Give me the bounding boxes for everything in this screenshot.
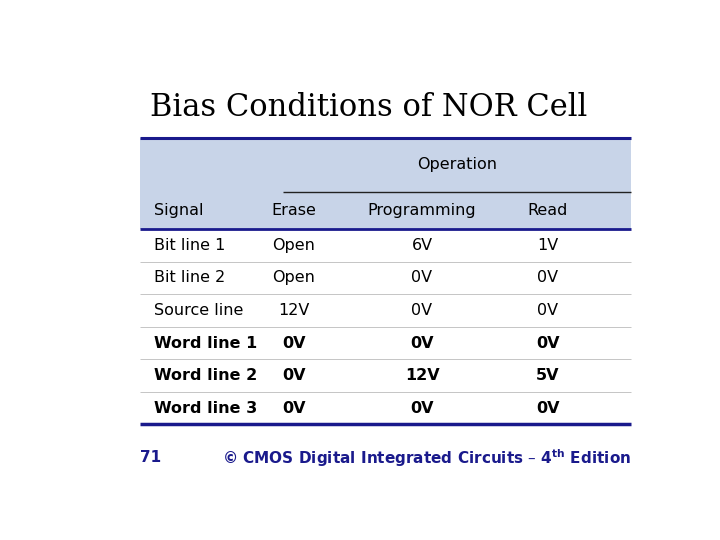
Text: 5V: 5V: [536, 368, 559, 383]
Text: 0V: 0V: [411, 271, 433, 286]
Text: © CMOS Digital Integrated Circuits – 4$\mathregular{^{th}}$ Edition: © CMOS Digital Integrated Circuits – 4$\…: [222, 447, 631, 469]
Text: 0V: 0V: [536, 335, 559, 350]
Text: 0V: 0V: [537, 303, 558, 318]
Text: 1V: 1V: [537, 238, 558, 253]
Text: Word line 1: Word line 1: [154, 335, 258, 350]
Text: Open: Open: [272, 271, 315, 286]
Text: Bit line 2: Bit line 2: [154, 271, 225, 286]
Text: Bias Conditions of NOR Cell: Bias Conditions of NOR Cell: [150, 92, 588, 123]
Text: 0V: 0V: [410, 401, 433, 416]
Text: Read: Read: [527, 203, 568, 218]
Text: Programming: Programming: [368, 203, 477, 218]
Text: 6V: 6V: [411, 238, 433, 253]
Text: 0V: 0V: [282, 335, 305, 350]
Text: 0V: 0V: [537, 271, 558, 286]
Text: Word line 2: Word line 2: [154, 368, 258, 383]
Text: Signal: Signal: [154, 203, 204, 218]
Text: Erase: Erase: [271, 203, 316, 218]
Text: 71: 71: [140, 450, 161, 465]
Text: Open: Open: [272, 238, 315, 253]
Text: 0V: 0V: [282, 401, 305, 416]
Text: 0V: 0V: [282, 368, 305, 383]
Text: 0V: 0V: [536, 401, 559, 416]
Text: 0V: 0V: [411, 303, 433, 318]
Text: 12V: 12V: [405, 368, 439, 383]
Bar: [140, 138, 631, 229]
Text: Operation: Operation: [417, 157, 497, 172]
Text: 0V: 0V: [410, 335, 433, 350]
Text: Word line 3: Word line 3: [154, 401, 258, 416]
Text: Source line: Source line: [154, 303, 243, 318]
Text: Bit line 1: Bit line 1: [154, 238, 225, 253]
Text: 12V: 12V: [278, 303, 310, 318]
